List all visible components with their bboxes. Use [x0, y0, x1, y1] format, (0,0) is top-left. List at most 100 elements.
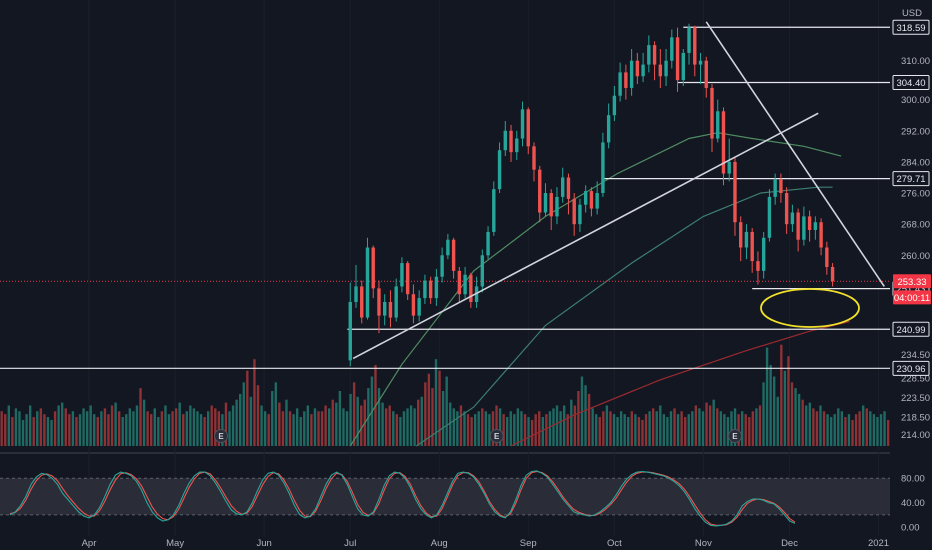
volume-bar [459, 405, 463, 446]
time-axis[interactable]: Apr May Jun Jul Aug Sep Oct Nov Dec 2021 [82, 538, 889, 549]
volume-bar [708, 405, 712, 446]
volume-bar [352, 382, 356, 446]
volume-bar [210, 405, 213, 446]
volume-bar [402, 411, 406, 446]
candle-body [595, 193, 599, 209]
volume-bar [684, 417, 687, 446]
price-tick: 292.00 [901, 126, 930, 137]
candle-body [583, 191, 588, 205]
price-tick: 284.00 [901, 157, 930, 168]
volume-bar [224, 402, 228, 446]
volume-bar [395, 414, 399, 446]
volume-bar [384, 408, 388, 446]
volume-bar [452, 408, 455, 446]
volume-bar [164, 405, 167, 446]
candle-body [526, 109, 530, 147]
candle-body [670, 37, 674, 61]
volume-bar [755, 408, 758, 446]
volume-bar [619, 411, 623, 446]
candle-body [440, 255, 444, 277]
price-tick: 268.00 [901, 220, 930, 231]
volume-bars [0, 344, 890, 446]
trend-lines[interactable] [352, 21, 885, 360]
volume-bar [57, 405, 60, 446]
volume-bar [4, 414, 7, 446]
volume-bar [886, 419, 890, 446]
candle-body [561, 177, 565, 197]
volume-bar [819, 405, 822, 446]
candle-body [555, 196, 559, 217]
volume-bar [495, 405, 498, 446]
volume-bar [473, 414, 477, 446]
candle-body [572, 198, 576, 225]
volume-bar [555, 405, 559, 446]
volume-bar [153, 408, 156, 446]
target-zone-ellipse[interactable] [760, 288, 860, 328]
volume-bar [669, 411, 673, 446]
volume-bar [637, 417, 641, 446]
volume-bar [328, 408, 331, 446]
candle-body [802, 216, 806, 240]
candle-body [612, 95, 617, 116]
volume-bar [256, 385, 260, 446]
volume-bar [833, 414, 836, 446]
candle-body [710, 87, 714, 139]
volume-bar [847, 414, 851, 446]
volume-bar [869, 411, 872, 446]
volume-bar [64, 408, 67, 446]
volume-bar [32, 417, 35, 446]
volume-bar [377, 388, 381, 446]
time-tick-Apr: Apr [82, 538, 97, 549]
volume-bar [790, 382, 794, 446]
oscillator-tick: 0.00 [901, 523, 920, 534]
candle-body [813, 222, 818, 230]
candle-body [400, 263, 404, 287]
candle-body [405, 263, 410, 295]
volume-bar [313, 408, 317, 446]
candle-body [463, 274, 467, 295]
volume-bar [662, 414, 666, 446]
price-marker-box [893, 290, 931, 305]
candle-body [606, 115, 611, 143]
volume-bar [673, 408, 676, 446]
price-axis[interactable]: 214.00 218.50 223.50 228.50 234.50 260.00 268.… [892, 19, 931, 441]
currency-label: USD [902, 8, 922, 19]
volume-bar [360, 405, 363, 446]
candle-body [733, 161, 737, 223]
volume-bar [883, 411, 886, 446]
volume-bar [192, 408, 196, 446]
volume-bar [445, 376, 448, 446]
volume-bar [701, 411, 705, 446]
candle-body [698, 60, 703, 65]
candle-body [721, 111, 726, 174]
volume-bar [488, 414, 491, 446]
volume-bar [758, 405, 762, 446]
level-label: 230.96 [896, 364, 925, 375]
volume-bar [829, 417, 833, 446]
volume-bar [406, 408, 409, 446]
volume-bar [851, 419, 854, 446]
volume-bar [655, 411, 658, 446]
volume-bar [456, 411, 459, 446]
candle-body [538, 169, 542, 213]
volume-bar [538, 411, 541, 446]
volume-bar [39, 408, 43, 446]
oscillator-tick: 80.00 [901, 474, 925, 485]
volume-bar [185, 411, 188, 446]
candle-body [756, 261, 760, 271]
volume-bar [409, 405, 413, 446]
level-label-box [892, 19, 930, 35]
volume-bar [288, 411, 292, 446]
horizontal-levels[interactable] [0, 26, 890, 369]
candle-body [658, 64, 663, 77]
volume-bar [413, 408, 416, 446]
oscillator-pane: 0.00 40.00 80.00 [0, 470, 925, 534]
candle-body [750, 231, 754, 262]
volume-bar [797, 393, 801, 446]
volume-bar [438, 370, 441, 446]
candle-body [578, 204, 582, 225]
time-tick-Dec: Dec [781, 538, 798, 549]
volume-bar [527, 417, 530, 446]
